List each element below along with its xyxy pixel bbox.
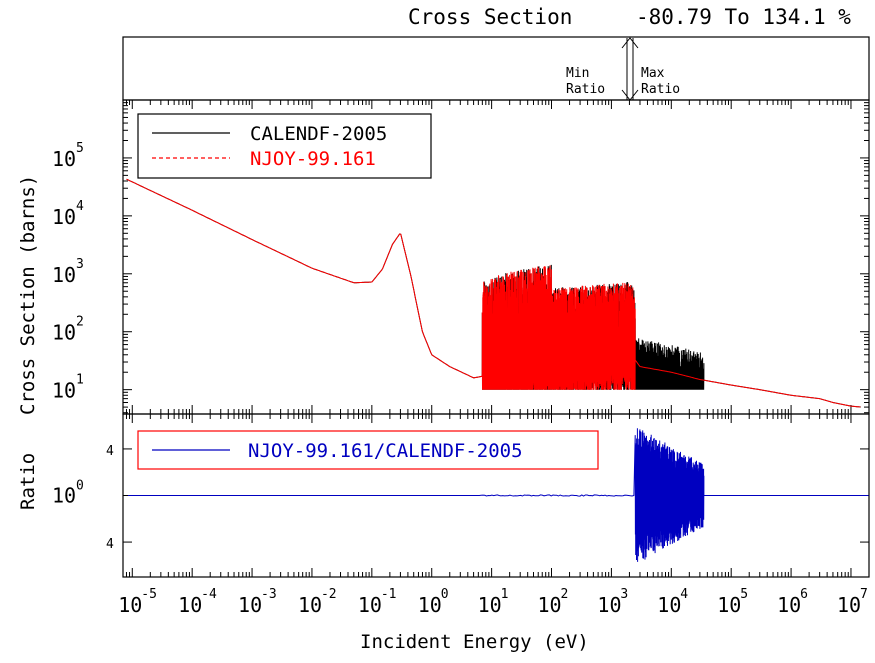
y-tick-exponent: 5 [76,141,84,156]
cross-section-legend: CALENDF-2005 NJOY-99.161 [137,113,432,179]
x-tick-label: 10 [418,593,442,617]
ratio-legend: NJOY-99.161/CALENDF-2005 [137,430,599,470]
x-tick-label: 10 [178,593,202,617]
ratio-tick-label: 4 [106,444,114,459]
x-tick-exponent: -1 [381,587,397,602]
x-tick-exponent: 7 [860,587,868,602]
y-tick-label: 10 [52,321,76,345]
series-line-njoy-99-161 [126,178,861,408]
x-tick-exponent: -4 [201,587,217,602]
y-tick-exponent: 4 [76,199,84,214]
y-tick-label: 10 [52,147,76,171]
y-tick-label: 10 [52,263,76,287]
legend-label-calendf: CALENDF-2005 [250,123,387,145]
x-tick-exponent: 2 [561,587,569,602]
x-tick-label: 10 [538,593,562,617]
max-ratio-label-2: Ratio [641,82,680,97]
ratio-tick-label: 10 [52,484,76,508]
x-tick-label: 10 [597,593,621,617]
x-tick-label: 10 [717,593,741,617]
y-axis-title: Cross Section (barns) [17,175,39,415]
x-tick-label: 10 [118,593,142,617]
legend-label-njoy: NJOY-99.161 [250,148,376,170]
x-tick-exponent: 5 [740,587,748,602]
x-tick-exponent: 1 [501,587,509,602]
ratio-tick-label: 4 [106,537,114,552]
x-tick-label: 10 [358,593,382,617]
x-tick-label: 10 [478,593,502,617]
axis-ticks [122,99,870,577]
y-tick-label: 10 [52,205,76,229]
min-ratio-label-2: Ratio [566,82,605,97]
max-ratio-label-1: Max [641,66,665,81]
x-tick-label: 10 [837,593,861,617]
header-range: -80.79 To 134.1 % [636,5,851,29]
min-ratio-label-1: Min [566,66,589,81]
x-tick-exponent: 3 [620,587,628,602]
ratio-axis-title: Ratio [17,453,39,510]
ratio-y-tick-labels: 4 10 0 4 [52,444,114,552]
x-tick-exponent: 0 [441,587,449,602]
header-title: Cross Section [408,5,572,29]
ratio-indicator-frame [122,36,870,101]
legend-label-ratio: NJOY-99.161/CALENDF-2005 [248,440,523,462]
y-tick-label: 10 [52,379,76,403]
x-tick-label: 10 [657,593,681,617]
y-tick-exponent: 2 [76,315,84,330]
ratio-range-arrow [621,37,639,101]
x-tick-exponent: -5 [141,587,157,602]
y-tick-exponent: 1 [76,373,84,388]
plot-series [126,178,869,562]
x-tick-label: 10 [777,593,801,617]
x-tick-exponent: -3 [261,587,277,602]
series-line-ratio [128,428,869,562]
y-tick-exponent: 3 [76,257,84,272]
legend-box [137,113,432,179]
ratio-tick-exponent: 0 [76,479,84,494]
x-tick-exponent: -2 [321,587,337,602]
x-tick-exponent: 4 [680,587,688,602]
x-tick-label: 10 [238,593,262,617]
x-tick-labels: 10-5 10-4 10-3 10-2 10-1 100 101 102 103 104 105 10… [118,587,868,617]
x-axis-title: Incident Energy (eV) [360,631,589,653]
x-tick-label: 10 [298,593,322,617]
x-tick-exponent: 6 [800,587,808,602]
